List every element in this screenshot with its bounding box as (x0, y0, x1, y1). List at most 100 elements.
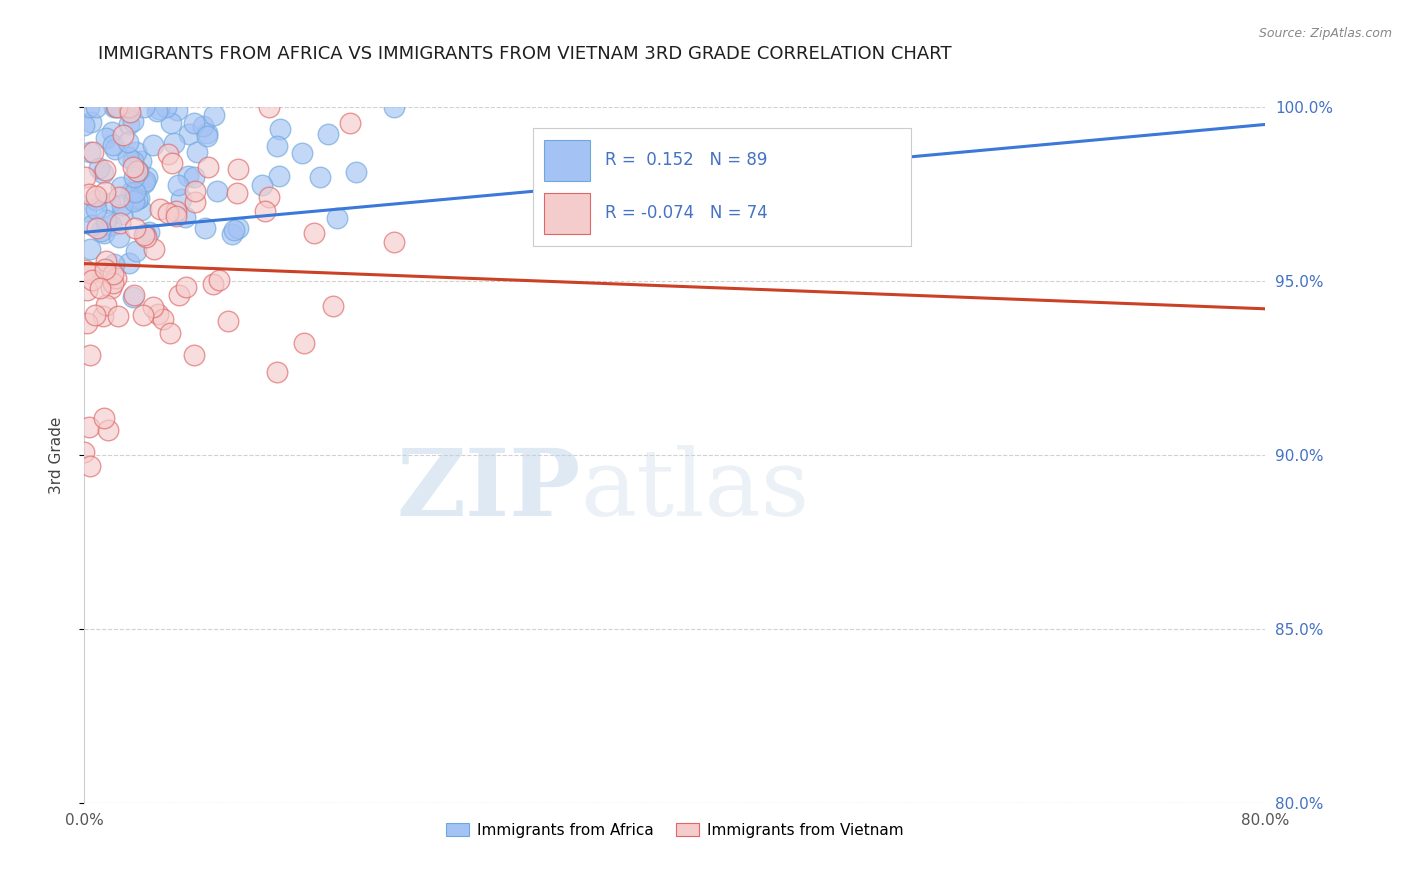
Point (111, 198, 134, 212)
Point (159, 326, 181, 340)
Point (142, 137, 165, 152)
Point (94, 261, 117, 276)
Point (382, 235, 405, 250)
Point (134, 100, 156, 114)
Point (96, 253, 118, 268)
Point (146, 307, 169, 321)
Point (197, 160, 219, 174)
Point (105, 100, 128, 114)
Point (122, 290, 145, 304)
Point (118, 255, 141, 269)
Point (142, 242, 165, 256)
Point (322, 299, 344, 313)
Point (111, 128, 134, 143)
Point (134, 227, 156, 242)
Point (157, 206, 180, 220)
Point (104, 142, 127, 156)
Point (80, 273, 103, 287)
Point (221, 227, 243, 241)
Point (152, 311, 174, 326)
Point (103, 100, 125, 114)
Point (73, 118, 96, 132)
Point (170, 193, 193, 207)
Point (98, 195, 121, 210)
Point (75, 204, 97, 219)
Point (165, 203, 187, 218)
Point (108, 216, 131, 230)
Point (217, 314, 239, 328)
Point (134, 174, 156, 188)
Point (253, 203, 276, 218)
Point (316, 127, 339, 141)
Point (183, 184, 205, 198)
Point (291, 145, 314, 160)
Point (208, 273, 231, 287)
Point (174, 280, 197, 294)
Point (117, 150, 139, 164)
Point (79, 187, 101, 202)
Point (134, 227, 156, 242)
Point (266, 139, 288, 153)
Point (125, 192, 148, 206)
Point (79, 242, 101, 256)
Point (101, 126, 124, 140)
Point (104, 270, 127, 285)
Point (100, 280, 122, 294)
Point (128, 191, 150, 205)
Point (157, 147, 180, 161)
Point (84, 189, 107, 203)
Point (73, 445, 96, 459)
Point (124, 185, 146, 199)
Point (292, 335, 315, 350)
Point (122, 194, 145, 209)
Point (146, 103, 169, 118)
Point (193, 119, 215, 133)
Point (142, 300, 165, 314)
Point (257, 190, 280, 204)
Point (226, 186, 249, 201)
Point (94, 185, 117, 199)
Point (269, 121, 291, 136)
Point (87, 161, 110, 176)
Point (100, 219, 122, 233)
Point (202, 108, 225, 122)
Point (125, 244, 148, 258)
Point (127, 164, 149, 178)
Text: ZIP: ZIP (396, 445, 581, 534)
Point (222, 223, 245, 237)
Point (112, 100, 135, 114)
Point (73, 169, 96, 184)
Point (76, 316, 98, 330)
Point (129, 202, 152, 217)
Point (76, 284, 98, 298)
Point (122, 153, 145, 168)
Point (77, 100, 100, 114)
Point (129, 153, 152, 168)
Point (269, 169, 291, 184)
Point (195, 127, 218, 141)
Point (183, 348, 205, 362)
Point (79, 145, 101, 160)
Point (84, 308, 107, 322)
Point (125, 164, 148, 178)
Point (107, 190, 129, 204)
Point (94, 131, 117, 145)
Text: IMMIGRANTS FROM AFRICA VS IMMIGRANTS FROM VIETNAM 3RD GRADE CORRELATION CHART: IMMIGRANTS FROM AFRICA VS IMMIGRANTS FRO… (98, 45, 952, 62)
Point (302, 226, 325, 240)
Point (121, 114, 143, 128)
Point (132, 309, 155, 323)
Point (105, 100, 128, 114)
Point (124, 221, 146, 235)
Point (176, 169, 198, 184)
Point (86, 220, 108, 235)
Point (226, 221, 249, 235)
Point (184, 194, 207, 209)
Point (93, 226, 115, 240)
Point (183, 170, 205, 185)
Point (93, 266, 115, 280)
Point (94, 213, 117, 227)
Point (183, 116, 205, 130)
Point (117, 100, 139, 114)
Point (79, 348, 101, 362)
Point (82, 218, 104, 232)
